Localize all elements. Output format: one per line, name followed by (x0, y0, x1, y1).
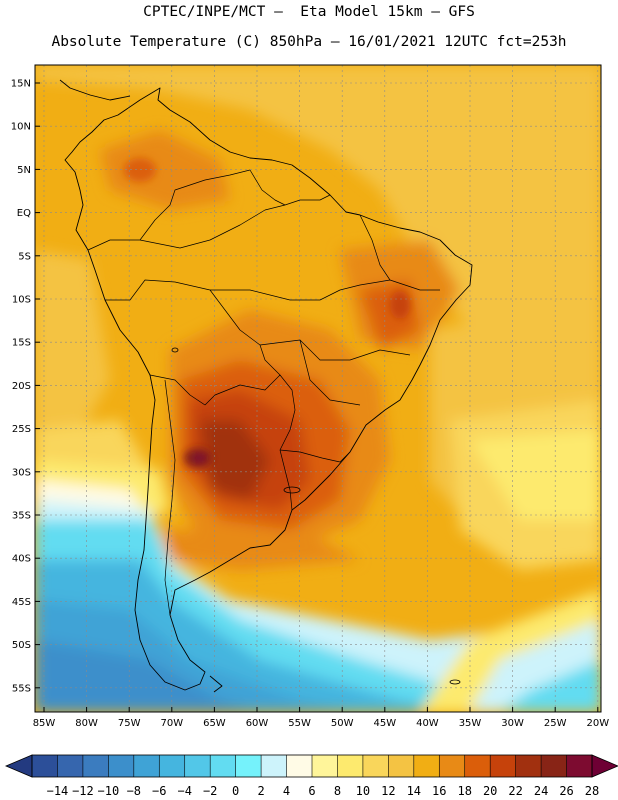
chart-title-line2: Absolute Temperature (C) 850hPa – 16/01/… (51, 34, 567, 50)
colorbar-segment (312, 755, 338, 777)
lon-label-35W: 35W (459, 718, 482, 729)
colorbar (4, 754, 618, 778)
lat-label-30S: 30S (12, 467, 31, 478)
grid-lines (35, 65, 601, 712)
lat-label-10S: 10S (12, 295, 31, 306)
colorbar-label: 22 (508, 784, 522, 798)
colorbar-label: 10 (356, 784, 370, 798)
lon-label-65W: 65W (203, 718, 226, 729)
colorbar-label: −14 (47, 784, 69, 798)
colorbar-segment (413, 755, 440, 777)
colorbar-segment (133, 755, 160, 777)
colorbar-segment (82, 755, 109, 777)
colorbar-segment (362, 755, 389, 777)
colorbar-segment (210, 755, 236, 777)
colorbar-label: 28 (585, 784, 599, 798)
colorbar-label: 12 (381, 784, 395, 798)
lat-label-5S: 5S (18, 251, 31, 262)
colorbar-segment (57, 755, 84, 777)
lon-label-70W: 70W (160, 718, 183, 729)
lon-label-80W: 80W (75, 718, 98, 729)
colorbar-label: 2 (257, 784, 264, 798)
colorbar-label: 20 (483, 784, 497, 798)
colorbar-segment (108, 755, 135, 777)
colorbar-label: 18 (458, 784, 472, 798)
colorbar-segment (541, 755, 567, 777)
colorbar-segment (515, 755, 542, 777)
colorbar-segment (184, 755, 211, 777)
colorbar-segment (566, 755, 593, 777)
lat-label-40S: 40S (12, 554, 31, 565)
lat-label-50S: 50S (12, 640, 31, 651)
colorbar-label: −12 (72, 784, 94, 798)
lat-label-15N: 15N (11, 79, 31, 90)
lon-label-45W: 45W (373, 718, 396, 729)
lon-label-30W: 30W (501, 718, 524, 729)
colorbar-label: −2 (203, 784, 217, 798)
lon-label-50W: 50W (331, 718, 354, 729)
colorbar-label: 0 (232, 784, 239, 798)
colorbar-right-arrow (591, 754, 618, 778)
colorbar-label: 4 (283, 784, 290, 798)
colorbar-segment (32, 755, 58, 777)
colorbar-segment (261, 755, 287, 777)
colorbar-label: 8 (334, 784, 341, 798)
lon-label-60W: 60W (246, 718, 269, 729)
lat-label-5N: 5N (17, 165, 31, 176)
colorbar-label: 26 (559, 784, 573, 798)
colorbar-label: −4 (178, 784, 192, 798)
colorbar-segment (490, 755, 516, 777)
colorbar-left-arrow (4, 754, 33, 778)
lon-label-40W: 40W (416, 718, 439, 729)
lon-label-20W: 20W (586, 718, 609, 729)
lat-label-45S: 45S (12, 597, 31, 608)
coastline (59, 79, 473, 693)
colorbar-labels: −14 −12 −10 −8 −6 −4 −2 0 2 4 6 8 10 12 14 16 18 20 22 24 26… (47, 784, 600, 798)
colorbar-label: 16 (432, 784, 446, 798)
country-borders (87, 169, 440, 616)
colorbar-segment (388, 755, 415, 777)
colorbar-label: 14 (407, 784, 421, 798)
colorbar-segment (464, 755, 491, 777)
colorbar-segment (159, 755, 186, 777)
colorbar-label: 24 (534, 784, 548, 798)
colorbar-label: −6 (152, 784, 166, 798)
chart-title-line1: CPTEC/INPE/MCT – Eta Model 15km – GFS (143, 4, 475, 20)
lon-label-55W: 55W (288, 718, 311, 729)
colorbar-segment (235, 755, 262, 777)
longitude-labels: 85W 80W 75W 70W 65W 60W 55W 50W 45W 40W 35W 30W 25W 2… (33, 707, 609, 729)
lat-label-EQ: EQ (17, 208, 31, 219)
map-frame (34, 64, 602, 713)
latitude-labels: 15N 10N 5N EQ 5S 10S 15S 20S 25S 30S 35S 40S 45S 50S 5… (11, 79, 40, 694)
lon-label-85W: 85W (33, 718, 56, 729)
colorbar-label: −10 (98, 784, 120, 798)
lakes (171, 347, 461, 685)
lat-label-55S: 55S (12, 683, 31, 694)
lon-label-25W: 25W (544, 718, 567, 729)
colorbar-label: −8 (127, 784, 141, 798)
colorbar-segment (337, 755, 364, 777)
lat-label-25S: 25S (12, 424, 31, 435)
colorbar-label: 6 (308, 784, 315, 798)
lat-label-20S: 20S (12, 381, 31, 392)
temperature-field (35, 65, 601, 712)
lat-label-15S: 15S (12, 338, 31, 349)
lat-label-35S: 35S (12, 511, 31, 522)
lon-label-75W: 75W (118, 718, 141, 729)
colorbar-segment (286, 755, 313, 777)
lat-label-10N: 10N (11, 122, 31, 133)
colorbar-segment (439, 755, 466, 777)
